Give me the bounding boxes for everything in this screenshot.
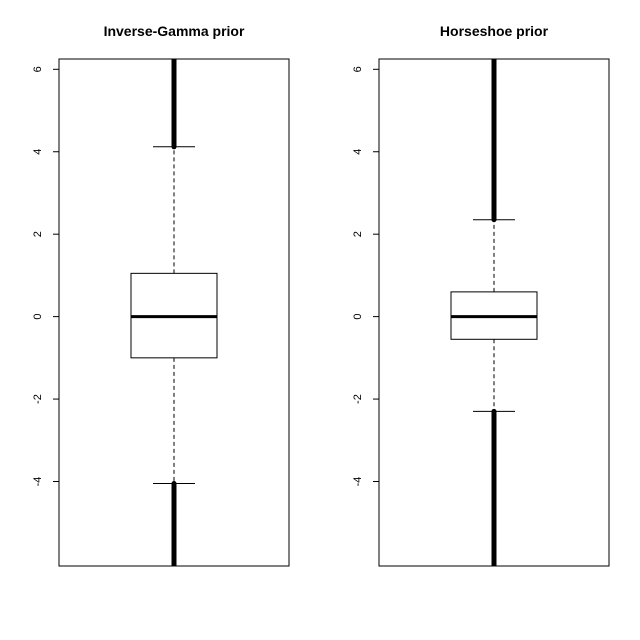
horseshoe-panel: Horseshoe prior -4 -2 0 2 4 6	[352, 23, 610, 567]
inverse-gamma-panel: Inverse-Gamma prior -4 -2 0 2 4 6	[32, 23, 290, 567]
lower-outlier-point	[171, 481, 177, 487]
y-tick-label: 2	[352, 231, 364, 237]
y-tick-label: -4	[32, 477, 44, 487]
lower-outlier-point	[491, 408, 497, 414]
upper-outlier-point	[171, 144, 177, 150]
chart-title: Inverse-Gamma prior	[104, 23, 245, 39]
upper-outlier-point	[491, 217, 497, 223]
y-tick-label: 6	[32, 66, 44, 72]
y-tick-label: 4	[32, 149, 44, 155]
chart-title: Horseshoe prior	[440, 23, 549, 39]
y-tick-label: -4	[352, 477, 364, 487]
y-tick-label: -2	[32, 394, 44, 404]
y-tick-label: 0	[32, 314, 44, 320]
y-tick-label: 6	[352, 66, 364, 72]
y-tick-label: -2	[352, 394, 364, 404]
y-tick-label: 4	[352, 149, 364, 155]
y-tick-label: 2	[32, 231, 44, 237]
y-tick-label: 0	[352, 314, 364, 320]
